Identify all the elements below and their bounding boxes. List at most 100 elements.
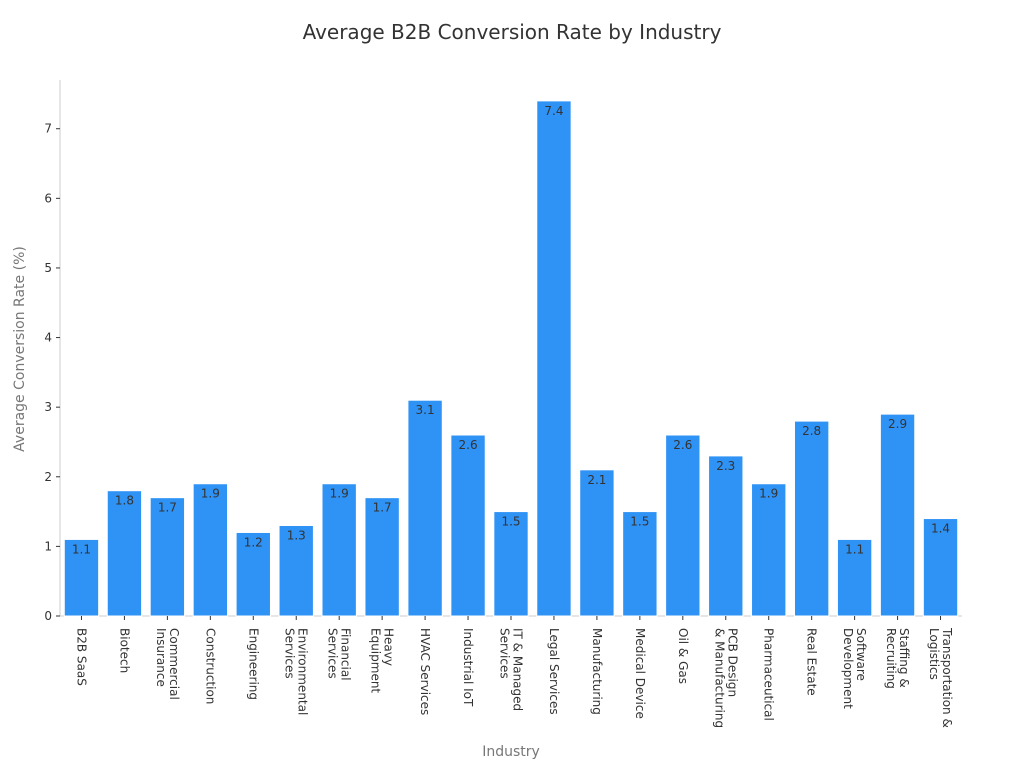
bar-value-label: 1.8 bbox=[115, 494, 134, 508]
y-axis-title: Average Conversion Rate (%) bbox=[12, 246, 28, 452]
x-tick-label-line: Biotech bbox=[117, 628, 131, 673]
y-tick-label: 6 bbox=[44, 191, 52, 205]
x-tick-label-line: Engineering bbox=[246, 628, 260, 700]
x-tick-label-line: Commercial bbox=[167, 628, 181, 700]
bar-value-label: 1.9 bbox=[201, 487, 220, 501]
x-tick-label-line: Development bbox=[841, 628, 855, 709]
x-tick-label-line: Construction bbox=[203, 628, 217, 704]
bar bbox=[708, 455, 744, 617]
x-tick-label-line: Legal Services bbox=[547, 628, 561, 715]
x-tick-label-line: Equipment bbox=[369, 628, 383, 693]
bar bbox=[793, 420, 830, 617]
bar-value-label: 1.9 bbox=[330, 487, 349, 501]
bar-value-label: 1.5 bbox=[501, 515, 520, 529]
x-tick-label: Industrial IoT bbox=[461, 628, 475, 707]
x-tick-label-line: Oil & Gas bbox=[676, 628, 690, 684]
bar-value-label: 1.7 bbox=[158, 501, 177, 515]
bar-value-label: 2.6 bbox=[459, 438, 478, 452]
data-labels: 1.1 1.8 1.7 1.9 1.2 1.3 1.9 1.7 3.1 2.6 1.5 7.4 2.1 1… bbox=[72, 104, 950, 557]
x-tick-label-line: Services bbox=[326, 628, 340, 679]
x-tick-label: Biotech bbox=[117, 628, 131, 673]
bar-value-label: 2.8 bbox=[802, 424, 821, 438]
bar bbox=[579, 469, 615, 617]
bar-value-label: 1.7 bbox=[373, 501, 392, 515]
bar-value-label: 2.6 bbox=[673, 438, 692, 452]
bar bbox=[493, 511, 529, 617]
x-tick-label-line: Software bbox=[854, 628, 868, 681]
x-tick-label: HVAC Services bbox=[418, 628, 432, 715]
x-tick-label: B2B SaaS bbox=[74, 628, 88, 686]
bar bbox=[450, 434, 486, 617]
bar bbox=[149, 497, 186, 617]
bar bbox=[321, 483, 357, 617]
bar bbox=[622, 511, 658, 617]
x-tick-label-line: Services bbox=[283, 628, 297, 679]
bars bbox=[63, 100, 959, 617]
x-tick-label-line: Insurance bbox=[154, 628, 168, 687]
bar-value-label: 1.2 bbox=[244, 535, 263, 549]
chart-title: Average B2B Conversion Rate by Industry bbox=[302, 20, 722, 44]
y-tick-label: 5 bbox=[44, 261, 52, 275]
x-tick-label: Transportation &Logistics bbox=[927, 627, 954, 728]
x-tick-label-line: Manufacturing bbox=[590, 628, 604, 715]
bar-value-label: 1.4 bbox=[931, 522, 950, 536]
x-tick-label-line: Real Estate bbox=[805, 628, 819, 696]
bar-value-label: 3.1 bbox=[416, 403, 435, 417]
x-tick-label: Legal Services bbox=[547, 628, 561, 715]
y-tick-labels: 0 1 2 3 4 5 6 7 bbox=[44, 122, 60, 623]
x-tick-label-line: Environmental bbox=[296, 628, 310, 715]
x-tick-label-line: Industrial IoT bbox=[461, 628, 475, 707]
bar-value-label: 7.4 bbox=[544, 104, 563, 118]
x-tick-label-line: Financial bbox=[339, 628, 353, 681]
x-axis-title: Industry bbox=[482, 744, 540, 760]
x-tick-label-line: Staffing & bbox=[897, 628, 911, 688]
bar bbox=[536, 100, 572, 617]
bar bbox=[922, 518, 959, 617]
x-tick-label: Engineering bbox=[246, 628, 260, 700]
x-tick-label-line: Heavy bbox=[382, 628, 396, 666]
bar-value-label: 1.9 bbox=[759, 487, 778, 501]
x-tick-label-line: Recruiting bbox=[884, 628, 898, 689]
bar-value-label: 2.9 bbox=[888, 417, 907, 431]
bar bbox=[407, 399, 443, 617]
bar-value-label: 2.1 bbox=[587, 473, 606, 487]
y-tick-label: 7 bbox=[44, 122, 52, 136]
bar bbox=[879, 413, 916, 617]
x-tick-label: Pharmaceutical bbox=[762, 628, 776, 721]
bar bbox=[665, 434, 701, 617]
y-tick-label: 1 bbox=[44, 539, 52, 553]
bar bbox=[192, 483, 229, 617]
y-tick-label: 0 bbox=[44, 609, 52, 623]
x-tick-label: Staffing &Recruiting bbox=[884, 628, 911, 689]
x-tick-label: Medical Device bbox=[633, 628, 647, 719]
bar-value-label: 1.5 bbox=[630, 515, 649, 529]
x-tick-label: Oil & Gas bbox=[676, 628, 690, 684]
bar bbox=[364, 497, 400, 617]
y-tick-label: 4 bbox=[44, 331, 52, 345]
x-tick-label-line: Medical Device bbox=[633, 628, 647, 719]
x-tick-label-line: Services bbox=[498, 628, 512, 679]
bar bbox=[106, 490, 143, 617]
x-tick-label-line: Pharmaceutical bbox=[762, 628, 776, 721]
bar bbox=[278, 525, 314, 617]
x-tick-label-line: B2B SaaS bbox=[74, 628, 88, 686]
x-tick-label: PCB Design& Manufacturing bbox=[712, 628, 739, 728]
bar-value-label: 1.1 bbox=[72, 542, 91, 556]
bar-value-label: 2.3 bbox=[716, 459, 735, 473]
y-tick-label: 3 bbox=[44, 400, 52, 414]
x-tick-label-line: IT & Managed bbox=[511, 628, 525, 711]
x-tick-label-line: Logistics bbox=[927, 628, 941, 680]
x-tick-label-line: Transportation & bbox=[940, 627, 954, 728]
x-tick-label: Real Estate bbox=[805, 628, 819, 696]
bar-value-label: 1.1 bbox=[845, 542, 864, 556]
bar bbox=[836, 538, 873, 617]
x-tick-label-line: & Manufacturing bbox=[712, 628, 726, 728]
bar bbox=[751, 483, 787, 617]
